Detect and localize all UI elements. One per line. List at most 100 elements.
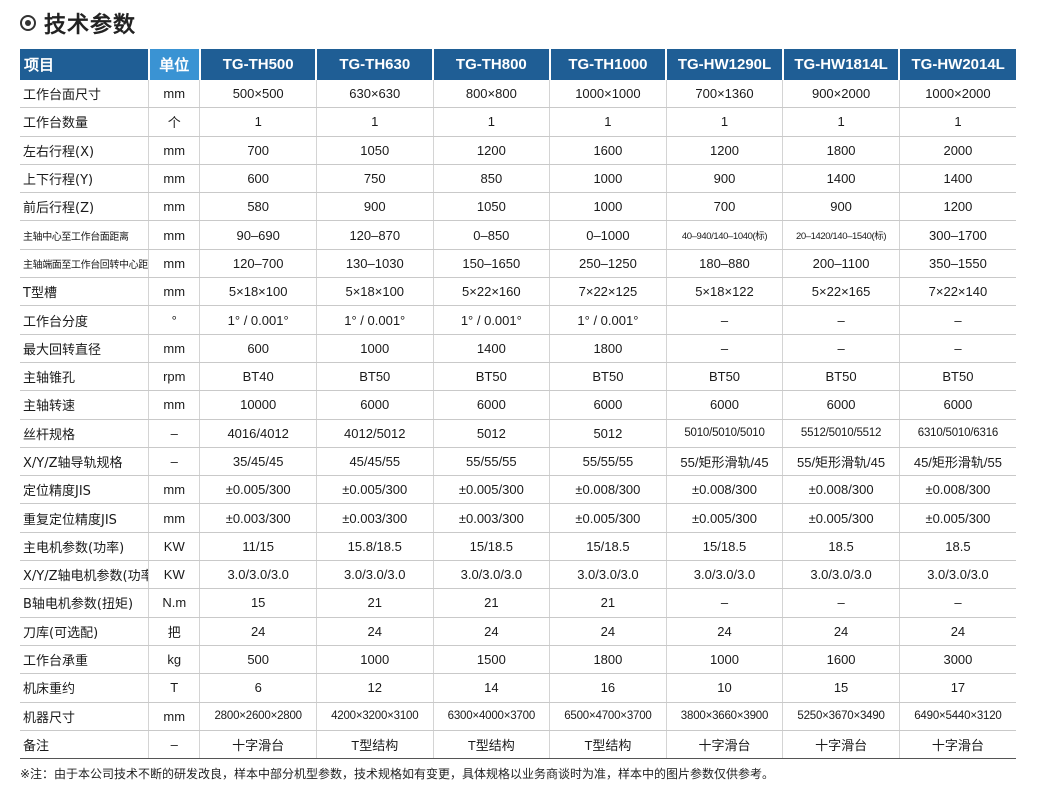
row-label: 左右行程(X) (20, 136, 150, 165)
table-row: X/Y/Z轴导轨规格 –35/45/45 45/45/55 55/55/55 55/55… (20, 447, 1016, 477)
row-label: T型槽 (20, 277, 150, 307)
value-cell: 1000×2000 (899, 80, 1016, 109)
row-label: 前后行程(Z) (20, 192, 150, 222)
value-cell: 3.0/3.0/3.0 (549, 560, 667, 590)
row-label: B轴电机参数(扭矩) (20, 588, 150, 618)
value-cell: 6000 (433, 390, 551, 420)
row-label: 最大回转直径 (20, 334, 150, 363)
unit-cell: ° (148, 305, 201, 335)
value-cell: 5×22×160 (433, 277, 551, 307)
value-cell: 24 (549, 617, 667, 646)
unit-cell: mm (148, 702, 201, 731)
table-row: 定位精度JIS mm ±0.005/300 ±0.005/300 ±0.005/300 ±… (20, 475, 1016, 505)
value-cell: 十字滑台 (199, 730, 317, 760)
table-header-row: 项目 单位 TG-TH500 TG-TH630 TG-TH800 TG-TH10… (20, 49, 1016, 80)
unit-cell: mm (148, 390, 201, 420)
value-cell: 6490×5440×3120 (899, 702, 1016, 731)
value-cell: 15/18.5 (433, 532, 551, 562)
unit-cell: kg (148, 645, 201, 675)
value-cell: ±0.005/300 (666, 503, 784, 533)
value-cell: 40–940/140–1040(标) (666, 220, 784, 250)
value-cell: 4016/4012 (199, 419, 317, 448)
value-cell: 15 (782, 673, 900, 703)
value-cell: 1400 (899, 164, 1016, 194)
header-model: TG-HW1814L (782, 49, 901, 80)
row-label: 刀库(可选配) (20, 617, 150, 646)
value-cell: 21 (549, 588, 667, 618)
value-cell: 750 (316, 164, 434, 194)
value-cell: 24 (199, 617, 317, 646)
value-cell: 200–1100 (782, 249, 900, 279)
value-cell: 120–870 (316, 220, 434, 250)
row-label: 机器尺寸 (20, 702, 150, 731)
value-cell: 2000 (899, 136, 1016, 165)
value-cell: 18.5 (782, 532, 900, 562)
value-cell: 900×2000 (782, 80, 900, 109)
value-cell: 3.0/3.0/3.0 (316, 560, 434, 590)
row-label: 主轴中心至工作台面距离 (20, 220, 150, 250)
value-cell: 1 (549, 107, 667, 137)
value-cell: 15/18.5 (666, 532, 784, 562)
value-cell: 5×18×100 (316, 277, 434, 307)
value-cell: 6310/5010/6316 (899, 419, 1016, 448)
value-cell: 55/矩形滑轨/45 (666, 447, 784, 477)
row-label: 工作台承重 (20, 645, 150, 675)
value-cell: 7×22×140 (899, 277, 1016, 307)
row-label: 备注 (20, 730, 150, 760)
value-cell: 1200 (666, 136, 784, 165)
value-cell: 900 (782, 192, 900, 222)
value-cell: 90–690 (199, 220, 317, 250)
value-cell: 1200 (433, 136, 551, 165)
table-row: 工作台分度 ° 1° / 0.001° 1° / 0.001° 1° / 0.001° 1… (20, 305, 1016, 335)
unit-cell: mm (148, 277, 201, 307)
unit-cell: mm (148, 475, 201, 505)
value-cell: 1800 (782, 136, 900, 165)
header-model: TG-HW2014L (899, 49, 1016, 80)
unit-cell: mm (148, 220, 201, 250)
value-cell: – (666, 305, 784, 335)
value-cell: 1° / 0.001° (316, 305, 434, 335)
value-cell: 6300×4000×3700 (433, 702, 551, 731)
header-item: 项目 (20, 49, 150, 80)
value-cell: 900 (316, 192, 434, 222)
value-cell: BT50 (899, 362, 1016, 392)
value-cell: 11/15 (199, 532, 317, 562)
value-cell: 1050 (433, 192, 551, 222)
table-row: 刀库(可选配) 把 24 24 24 24 24 24 24 (20, 617, 1016, 646)
value-cell: 1000 (549, 164, 667, 194)
value-cell: 250–1250 (549, 249, 667, 279)
value-cell: 14 (433, 673, 551, 703)
value-cell: 1000 (316, 334, 434, 363)
unit-cell: mm (148, 164, 201, 194)
value-cell: 1000×1000 (549, 80, 667, 109)
value-cell: 130–1030 (316, 249, 434, 279)
value-cell: 0–850 (433, 220, 551, 250)
value-cell: BT50 (316, 362, 434, 392)
value-cell: BT50 (549, 362, 667, 392)
table-row: 主轴锥孔 rpm BT40 BT50 BT50 BT50 BT50 BT50 BT50 (20, 362, 1016, 392)
unit-cell: rpm (148, 362, 201, 392)
unit-cell: mm (148, 136, 201, 165)
table-row: 主轴中心至工作台面距离 mm 90–690 120–870 0–850 0–1000 40–… (20, 220, 1016, 250)
value-cell: 150–1650 (433, 249, 551, 279)
value-cell: 3.0/3.0/3.0 (666, 560, 784, 590)
section-title-text: 技术参数 (44, 13, 137, 38)
row-label: 主轴转速 (20, 390, 150, 420)
value-cell: BT40 (199, 362, 317, 392)
value-cell: – (782, 305, 900, 335)
value-cell: 500 (199, 645, 317, 675)
table-row: 最大回转直径 mm 600 1000 1400 1800– – – (20, 334, 1016, 363)
row-label: 机床重约 (20, 673, 150, 703)
circle-bullet-icon (20, 15, 36, 31)
value-cell: 120–700 (199, 249, 317, 279)
unit-cell: mm (148, 249, 201, 279)
value-cell: 500×500 (199, 80, 317, 109)
value-cell: 6000 (316, 390, 434, 420)
value-cell: 55/55/55 (549, 447, 667, 477)
value-cell: ±0.005/300 (782, 503, 900, 533)
value-cell: 15/18.5 (549, 532, 667, 562)
value-cell: ±0.008/300 (782, 475, 900, 505)
value-cell: 6000 (666, 390, 784, 420)
value-cell: ±0.003/300 (316, 503, 434, 533)
table-row: 前后行程(Z) mm 580 900 1050 1000 700 900 1200 (20, 192, 1016, 222)
